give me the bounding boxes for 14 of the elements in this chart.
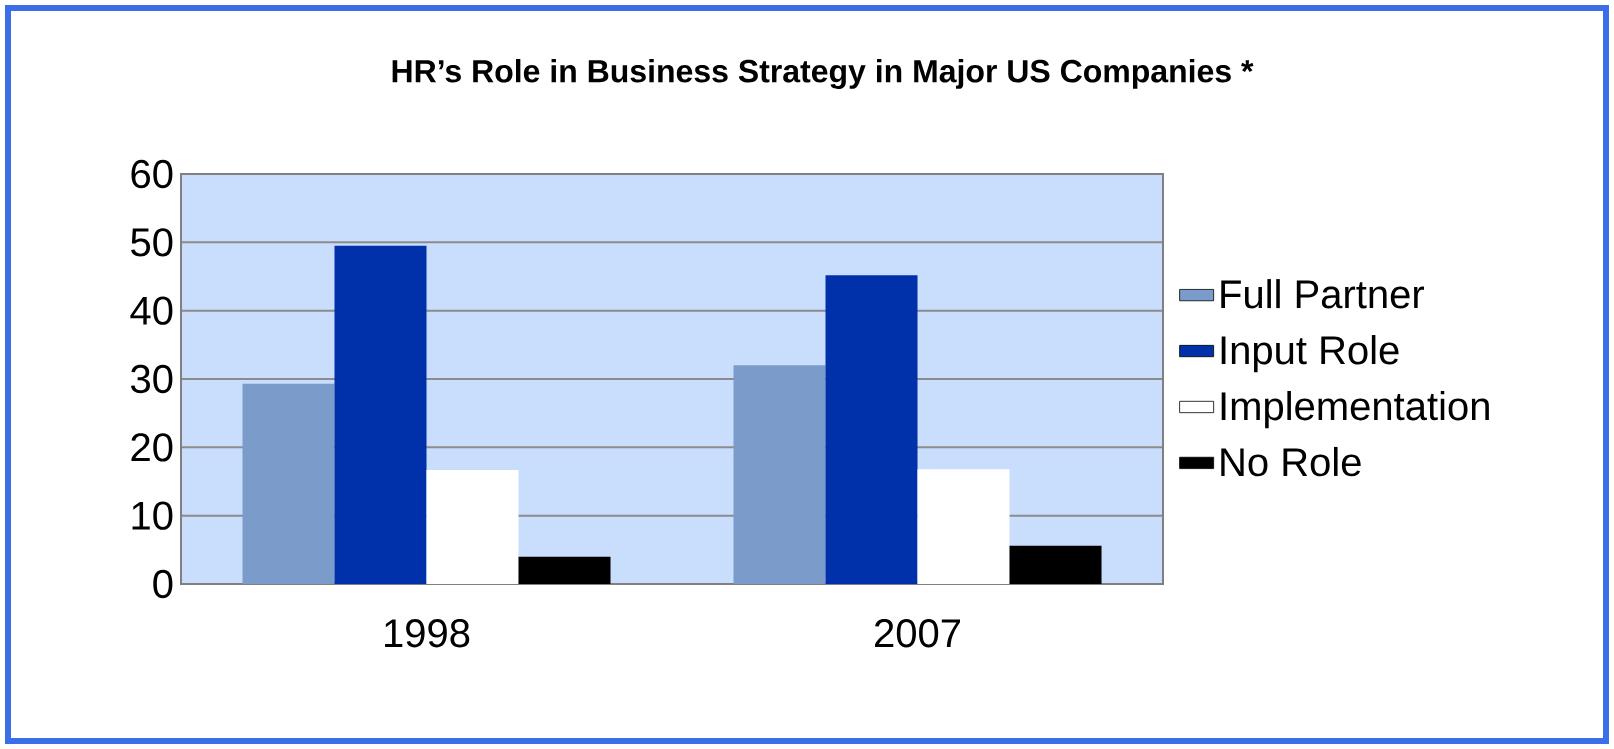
y-tick-label: 60 xyxy=(131,159,173,189)
y-tick-label: 10 xyxy=(132,501,173,530)
chart-title: HR’s Role in Business Strategy in Major US Companies * xyxy=(392,59,1254,89)
legend-label: Full Partner xyxy=(1221,279,1425,309)
y-tick-label: 40 xyxy=(130,296,173,325)
legend-label: No Role xyxy=(1221,446,1361,477)
legend-label: Implementation xyxy=(1221,390,1489,429)
y-tick-label: 50 xyxy=(131,228,173,257)
legend-label: Input Role xyxy=(1221,335,1399,373)
x-tick-label: 1998 xyxy=(385,619,470,648)
x-tick-label: 2007 xyxy=(875,619,960,648)
y-tick-label: 30 xyxy=(131,364,173,394)
y-tick-label: 0 xyxy=(153,569,173,599)
y-tick-label: 20 xyxy=(131,433,173,462)
